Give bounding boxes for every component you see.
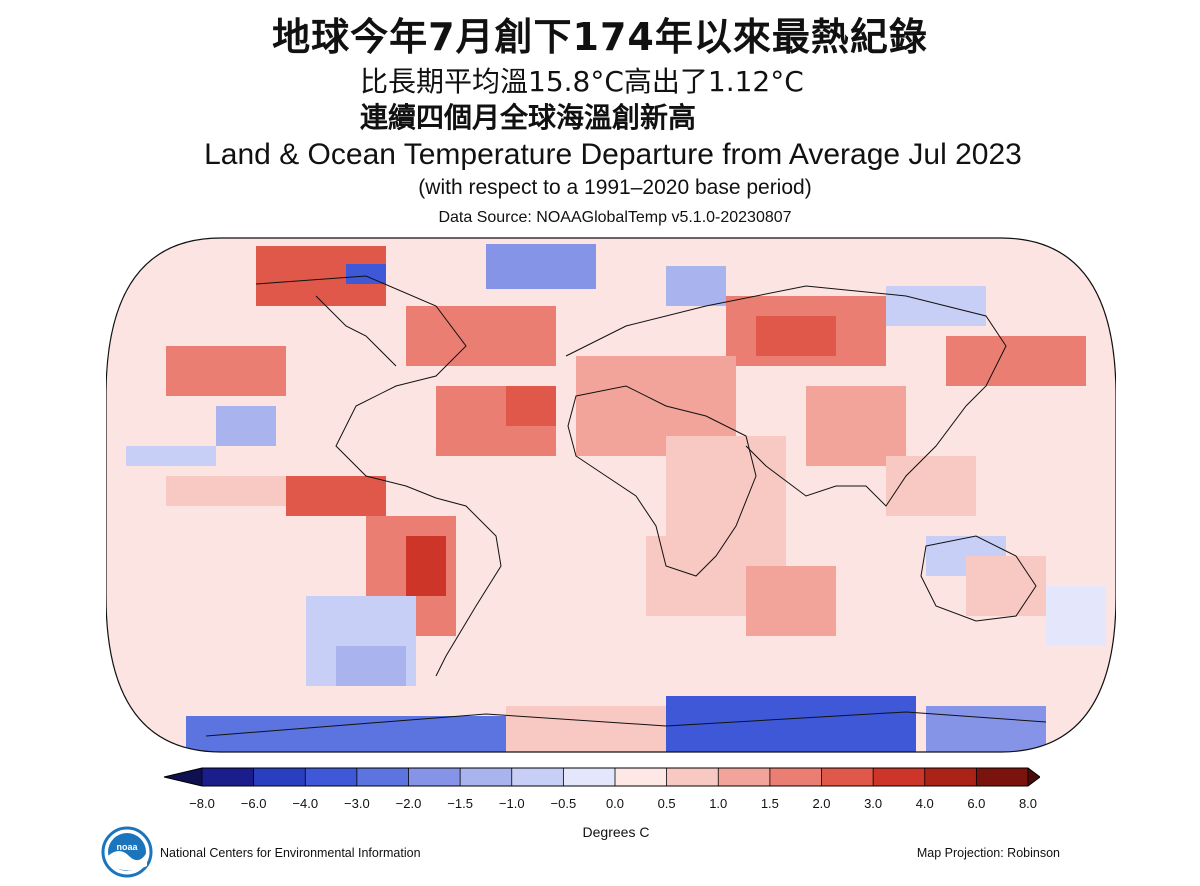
colorbar-tick-label: −2.0 — [396, 796, 422, 810]
colorbar-units: Degrees C — [582, 824, 650, 840]
colorbar-tick-label: −1.0 — [499, 796, 525, 810]
agency-name: National Centers for Environmental Infor… — [160, 846, 421, 860]
headline-subtitle-anomaly: 比長期平均溫15.8°C高出了1.12°C — [360, 65, 804, 98]
coastlines — [205, 275, 1047, 737]
colorbar-swatches — [163, 767, 1040, 787]
colorbar-tick-label: 2.0 — [812, 796, 830, 810]
colorbar-tick-label: −0.5 — [551, 796, 577, 810]
colorbar-tick-label: 8.0 — [1019, 796, 1037, 810]
colorbar-swatch — [873, 768, 926, 786]
colorbar-swatch — [460, 768, 513, 786]
colorbar-swatch — [976, 768, 1029, 786]
colorbar-tick-label: 1.0 — [709, 796, 727, 810]
colorbar-swatch — [253, 768, 306, 786]
colorbar-swatch — [356, 768, 409, 786]
headline-subtitle-ocean: 連續四個月全球海溫創新高 — [360, 101, 697, 134]
colorbar-swatch — [408, 768, 461, 786]
colorbar-swatch — [615, 768, 668, 786]
colorbar: −8.0 −6.0 −4.0 −3.0 −2.0 −1.5 −1.0 −0.5 0.0 0.5 1.… — [163, 767, 1040, 810]
map-title: Land & Ocean Temperature Departure from … — [204, 138, 1022, 171]
colorbar-tick-label: −3.0 — [344, 796, 370, 810]
colorbar-tick-label: −4.0 — [292, 796, 318, 810]
colorbar-low-cap — [164, 768, 202, 786]
colorbar-swatch — [305, 768, 358, 786]
colorbar-swatch — [924, 768, 977, 786]
colorbar-swatch — [563, 768, 616, 786]
headline-title: 地球今年7月創下174年以來最熱紀錄 — [272, 15, 928, 59]
map-border — [106, 237, 1116, 753]
colorbar-tick-label: −8.0 — [189, 796, 215, 810]
colorbar-swatch — [202, 768, 255, 786]
anomaly-field — [106, 238, 1116, 752]
colorbar-tick-label: −6.0 — [241, 796, 267, 810]
colorbar-swatch — [821, 768, 874, 786]
colorbar-tick-label: 0.0 — [606, 796, 624, 810]
colorbar-tick-label: 6.0 — [967, 796, 985, 810]
colorbar-tick-label: 1.5 — [761, 796, 779, 810]
colorbar-ticks: −8.0 −6.0 −4.0 −3.0 −2.0 −1.5 −1.0 −0.5 0.0 0.5 1.… — [189, 768, 1037, 810]
colorbar-swatch — [769, 768, 822, 786]
colorbar-tick-label: 4.0 — [916, 796, 934, 810]
data-source: Data Source: NOAAGlobalTemp v5.1.0-20230… — [438, 209, 792, 226]
colorbar-tick-label: 0.5 — [658, 796, 676, 810]
colorbar-swatch — [511, 768, 564, 786]
colorbar-swatch — [666, 768, 719, 786]
noaa-logo: noaa — [101, 826, 153, 878]
projection-label: Map Projection: Robinson — [916, 846, 1060, 860]
logo-text: noaa — [116, 842, 138, 852]
colorbar-swatch — [718, 768, 771, 786]
map-base-period: (with respect to a 1991–2020 base period… — [418, 176, 812, 199]
colorbar-tick-label: −1.5 — [447, 796, 473, 810]
colorbar-high-cap — [1028, 768, 1040, 786]
colorbar-tick-label: 3.0 — [864, 796, 882, 810]
temperature-anomaly-map — [106, 237, 1116, 753]
